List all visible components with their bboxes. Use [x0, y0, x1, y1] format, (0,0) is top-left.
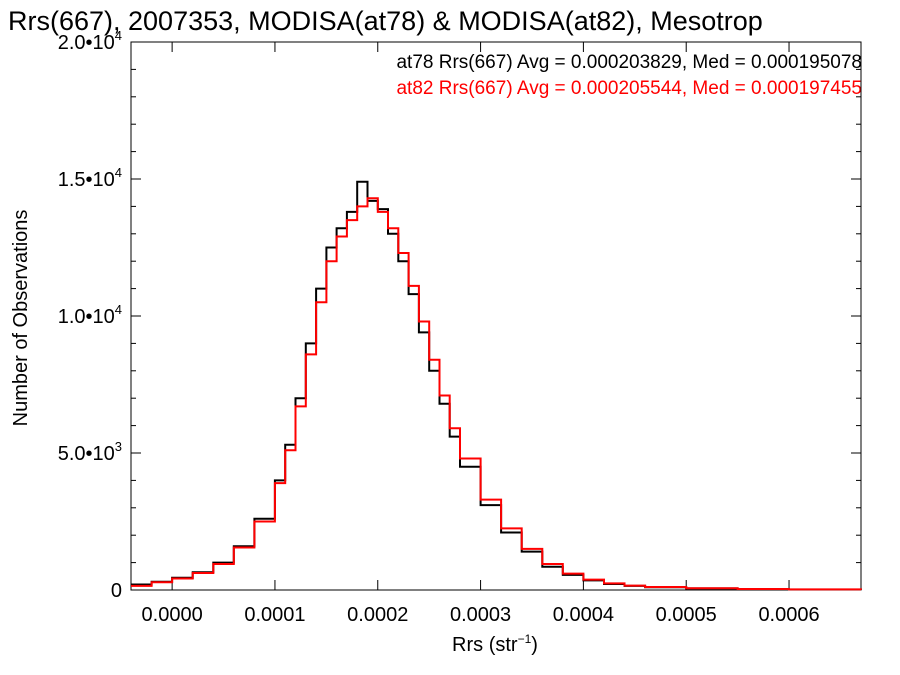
plot-frame	[130, 41, 862, 591]
series-line-at82	[131, 197, 862, 591]
y-tick-exponent: 4	[115, 28, 122, 43]
x-axis-label-close: )	[531, 634, 538, 656]
x-tick-label: 0.0003	[450, 604, 511, 626]
y-axis-label: Number of Observations	[10, 210, 32, 427]
x-tick-label: 0.0006	[758, 604, 819, 626]
y-tick-mantissa: 1.5•10	[58, 169, 115, 191]
y-tick-mantissa: 0	[111, 580, 122, 602]
x-tick-label: 0.0001	[244, 604, 305, 626]
legend-entry-at78: at78 Rrs(667) Avg = 0.000203829, Med = 0…	[396, 52, 862, 73]
x-tick-label: 0.0004	[553, 604, 614, 626]
chart-title: Rrs(667), 2007353, MODISA(at78) & MODISA…	[8, 6, 763, 36]
x-axis-label: Rrs (str−1)	[452, 632, 538, 656]
y-tick-exponent: 4	[115, 302, 122, 317]
x-axis-label-exponent: −1	[518, 632, 532, 646]
y-tick-exponent: 4	[115, 165, 122, 180]
x-tick-label: 0.0002	[347, 604, 408, 626]
plot-area: 0.0000 0.0001 0.0002 0.0003 0.0004 0.0005 0.00…	[58, 28, 862, 626]
y-tick-label: 2.0•104	[58, 28, 122, 54]
legend-entry-at82: at82 Rrs(667) Avg = 0.000205544, Med = 0…	[396, 78, 862, 99]
y-tick-exponent: 3	[115, 439, 122, 454]
y-tick-mantissa: 1.0•10	[58, 306, 115, 328]
series-line-at78	[131, 180, 862, 591]
x-tick-label: 0.0000	[142, 604, 203, 626]
y-tick-mantissa: 5.0•10	[58, 443, 115, 465]
y-tick-label: 5.0•103	[58, 439, 122, 465]
y-tick-label: 1.5•104	[58, 165, 122, 191]
y-tick-label: 0	[111, 580, 122, 602]
legend: at78 Rrs(667) Avg = 0.000203829, Med = 0…	[396, 52, 862, 99]
x-tick-label: 0.0005	[656, 604, 717, 626]
y-tick-label: 1.0•104	[58, 302, 122, 328]
y-tick-mantissa: 2.0•10	[58, 32, 115, 54]
x-axis-label-main: Rrs (str	[452, 634, 518, 656]
